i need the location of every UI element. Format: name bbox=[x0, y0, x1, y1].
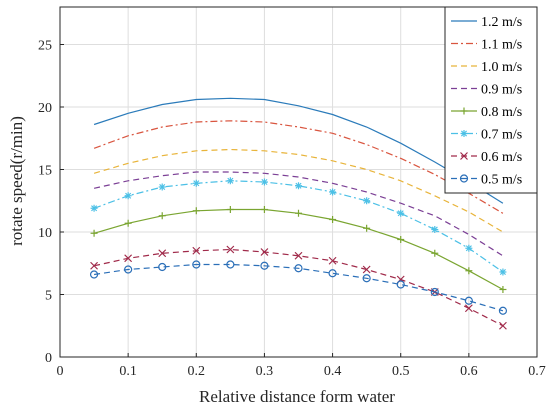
series-1-1-m-s bbox=[93, 120, 504, 214]
legend-label: 1.1 m/s bbox=[481, 38, 522, 53]
data-point-star bbox=[295, 182, 302, 189]
tick-labels: 0 0.1 0.2 0.3 0.4 0.5 0.6 0.7 0 5 10 15 20 25 bbox=[38, 39, 546, 380]
series-line bbox=[93, 148, 504, 233]
x-tick-label: 0.1 bbox=[119, 364, 137, 379]
x-tick-label: 0.7 bbox=[528, 364, 546, 379]
data-point-star bbox=[499, 268, 506, 276]
y-tick-label: 15 bbox=[38, 164, 52, 179]
data-point-star bbox=[227, 177, 234, 184]
y-tick-label: 10 bbox=[38, 226, 52, 241]
y-tick-label: 5 bbox=[45, 289, 52, 304]
data-point-x bbox=[499, 321, 507, 330]
series-0-8-m-s bbox=[90, 206, 507, 293]
data-point-star bbox=[261, 178, 268, 186]
data-point-star bbox=[329, 188, 336, 196]
data-point-circle bbox=[498, 306, 508, 315]
data-point-x bbox=[90, 261, 98, 270]
legend-label: 0.5 m/s bbox=[481, 173, 522, 188]
data-point-circle bbox=[294, 264, 303, 273]
legend: 1.2 m/s 1.1 m/s 1.0 m/s 0.9 m/s 0.8 m/s 0.7 m… bbox=[444, 6, 538, 194]
data-point-circle bbox=[430, 287, 439, 297]
data-point-x bbox=[158, 249, 167, 258]
y-tick-label: 0 bbox=[45, 351, 52, 366]
data-point-x bbox=[124, 254, 133, 263]
data-point-circle bbox=[192, 260, 201, 269]
x-tick-label: 0.4 bbox=[324, 364, 342, 379]
series-line bbox=[93, 120, 504, 214]
data-point-circle bbox=[260, 261, 269, 270]
legend-box bbox=[444, 6, 538, 194]
legend-label: 1.0 m/s bbox=[481, 60, 522, 75]
x-tick-label: 0.5 bbox=[392, 364, 410, 379]
data-point-star bbox=[465, 245, 472, 252]
data-point-x bbox=[294, 251, 303, 260]
data-point-x bbox=[460, 152, 468, 160]
data-point-x bbox=[328, 256, 337, 265]
series-lines bbox=[89, 97, 508, 330]
x-tick-label: 0 bbox=[57, 364, 64, 379]
data-point-circle bbox=[328, 269, 337, 278]
data-point-star bbox=[91, 205, 98, 212]
data-point-circle bbox=[459, 174, 469, 183]
legend-label: 1.2 m/s bbox=[481, 15, 522, 30]
data-point-star bbox=[193, 180, 200, 187]
data-point-circle bbox=[362, 274, 371, 283]
series-line bbox=[93, 97, 504, 204]
x-tick-label: 0.6 bbox=[460, 364, 478, 379]
data-point-circle bbox=[158, 262, 167, 272]
series-0-7-m-s bbox=[90, 177, 507, 276]
x-tick-label: 0.3 bbox=[256, 364, 274, 379]
data-point-star bbox=[363, 197, 370, 204]
data-point-circle bbox=[124, 265, 133, 274]
data-point-circle bbox=[226, 260, 235, 269]
series-0-5-m-s bbox=[89, 260, 508, 315]
series-1-2-m-s bbox=[93, 97, 504, 204]
series-line bbox=[94, 263, 504, 312]
data-point-star bbox=[125, 192, 132, 199]
data-point-x bbox=[226, 245, 235, 254]
series-1-0-m-s bbox=[93, 148, 504, 233]
x-tick-label: 0.2 bbox=[188, 364, 206, 379]
legend-label: 0.9 m/s bbox=[481, 83, 522, 98]
data-point-x bbox=[192, 246, 201, 255]
data-point-x bbox=[260, 248, 269, 256]
data-point-x bbox=[362, 265, 371, 274]
data-point-circle bbox=[396, 280, 405, 289]
y-tick-label: 20 bbox=[38, 101, 52, 116]
legend-label: 0.6 m/s bbox=[481, 150, 522, 165]
data-point-circle bbox=[464, 296, 473, 305]
legend-label: 0.8 m/s bbox=[481, 105, 522, 120]
y-axis-title: rotate speed(r/min) bbox=[7, 116, 26, 246]
x-axis-title: Relative distance form water bbox=[199, 387, 395, 406]
data-point-star bbox=[460, 130, 468, 137]
data-point-circle bbox=[89, 270, 99, 279]
data-point-star bbox=[397, 210, 404, 217]
data-point-x bbox=[464, 304, 473, 313]
legend-label: 0.7 m/s bbox=[481, 128, 522, 143]
data-point-star bbox=[159, 183, 166, 191]
data-point-star bbox=[431, 226, 438, 233]
y-tick-label: 25 bbox=[38, 39, 52, 54]
